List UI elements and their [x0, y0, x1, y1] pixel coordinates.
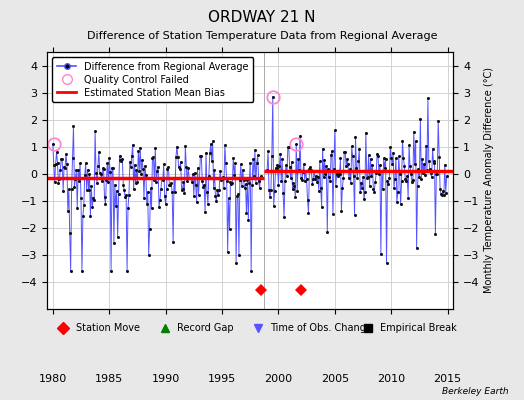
Text: 2015: 2015 — [433, 374, 462, 384]
Text: Record Gap: Record Gap — [177, 323, 234, 333]
Text: Difference of Station Temperature Data from Regional Average: Difference of Station Temperature Data f… — [87, 31, 437, 41]
Text: 1980: 1980 — [39, 374, 67, 384]
Text: Station Move: Station Move — [75, 323, 139, 333]
Text: 1985: 1985 — [95, 374, 123, 384]
Text: 2000: 2000 — [264, 374, 292, 384]
Text: 1990: 1990 — [151, 374, 180, 384]
Y-axis label: Monthly Temperature Anomaly Difference (°C): Monthly Temperature Anomaly Difference (… — [484, 67, 494, 293]
Text: 2005: 2005 — [321, 374, 349, 384]
Text: Empirical Break: Empirical Break — [380, 323, 457, 333]
Text: 1995: 1995 — [208, 374, 236, 384]
Text: ORDWAY 21 N: ORDWAY 21 N — [208, 10, 316, 26]
Text: Berkeley Earth: Berkeley Earth — [442, 387, 508, 396]
Text: 2010: 2010 — [377, 374, 405, 384]
Text: Time of Obs. Change: Time of Obs. Change — [270, 323, 373, 333]
Legend: Difference from Regional Average, Quality Control Failed, Estimated Station Mean: Difference from Regional Average, Qualit… — [52, 57, 254, 102]
